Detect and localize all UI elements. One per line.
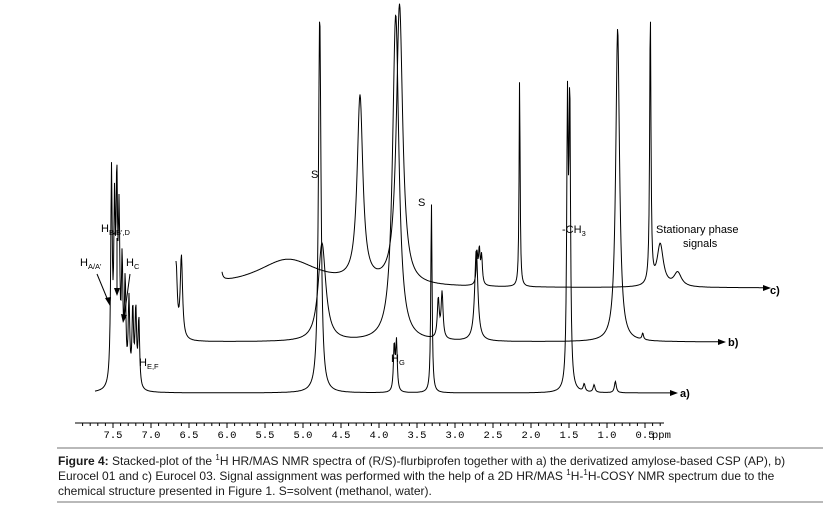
caption-text-3: H- <box>570 469 584 483</box>
tick-label: 6.5 <box>180 430 199 442</box>
label-solvent-1: S <box>311 169 318 181</box>
pointer-h-c <box>123 273 131 319</box>
caption-sup-1: 1 <box>215 453 220 462</box>
label-h-ef: HE,F <box>139 357 159 371</box>
caption-text-2: H HR/MAS NMR spectra of (R/S)-flurbiprof… <box>58 454 786 483</box>
tick-label: 7.5 <box>104 430 123 442</box>
axis-tick-labels: 7.5 7.0 6.5 6.0 5.5 5.0 4.5 4.0 3.5 3.0 2.5 2.0 1.5 1… <box>104 430 655 442</box>
tick-label: 1.5 <box>560 430 579 442</box>
axis-ticks <box>82 423 661 428</box>
series-label-c: c) <box>770 285 780 297</box>
tick-label: 3.0 <box>446 430 465 442</box>
trace-arrowhead-b <box>718 339 726 345</box>
tick-label: 6.0 <box>218 430 237 442</box>
tick-label: 0.5 <box>636 430 655 442</box>
label-h-aa: HA/A' <box>80 257 102 271</box>
tick-label: 5.5 <box>256 430 275 442</box>
pointer-h-bbd-head <box>114 288 120 296</box>
tick-label: 2.0 <box>522 430 541 442</box>
tick-label: 7.0 <box>142 430 161 442</box>
tick-label: 2.5 <box>484 430 503 442</box>
caption-sup-2: 1 <box>566 468 571 477</box>
caption-sup-3: 1 <box>583 468 588 477</box>
series-label-b: b) <box>728 337 739 349</box>
pointer-h-aa-head <box>105 297 111 306</box>
label-h-c: HC <box>126 257 140 271</box>
tick-label: 3.5 <box>408 430 427 442</box>
tick-label: 1.0 <box>598 430 617 442</box>
peak-annotations: HA/A' HB/B',D HC HE,F HG S S -CH3 Statio… <box>80 169 739 371</box>
series-label-a: a) <box>680 388 690 400</box>
spectrum-trace-b <box>175 14 720 343</box>
label-signals: signals <box>683 238 718 250</box>
caption-text-1: Stacked-plot of the <box>108 454 216 468</box>
spectra-group: a) b) c) <box>94 3 780 400</box>
tick-label: 4.5 <box>332 430 351 442</box>
ppm-axis: 7.5 7.0 6.5 6.0 5.5 5.0 4.5 4.0 3.5 3.0 2.5 2.0 1.5 1… <box>75 422 671 442</box>
label-solvent-2: S <box>418 197 425 209</box>
tick-label: 5.0 <box>294 430 313 442</box>
figure-caption: Figure 4: Stacked-plot of the 1H HR/MAS … <box>58 454 818 499</box>
trace-arrowhead-c <box>763 285 771 291</box>
spectrum-trace-a <box>94 21 672 394</box>
caption-frame <box>57 447 823 503</box>
label-ch3: -CH3 <box>562 224 586 238</box>
trace-arrowhead-a <box>670 390 678 396</box>
label-h-bbd: HB/B',D <box>101 223 131 237</box>
tick-label: 4.0 <box>370 430 389 442</box>
axis-label-ppm: ppm <box>652 430 671 442</box>
label-stationary-phase: Stationary phase <box>656 224 739 236</box>
caption-text-4: H-COSY NMR spectrum due to the chemical … <box>58 469 775 498</box>
label-h-g: HG <box>391 353 405 367</box>
pointer-h-c-head <box>121 314 127 323</box>
spectrum-trace-c <box>221 3 765 289</box>
nmr-stacked-plot: a) b) c) 7.5 7.0 6.5 6.0 5.5 5.0 4.5 4.0 3.5 3.0 2.5… <box>75 3 780 442</box>
caption-figure-number: Figure 4: <box>58 454 109 468</box>
